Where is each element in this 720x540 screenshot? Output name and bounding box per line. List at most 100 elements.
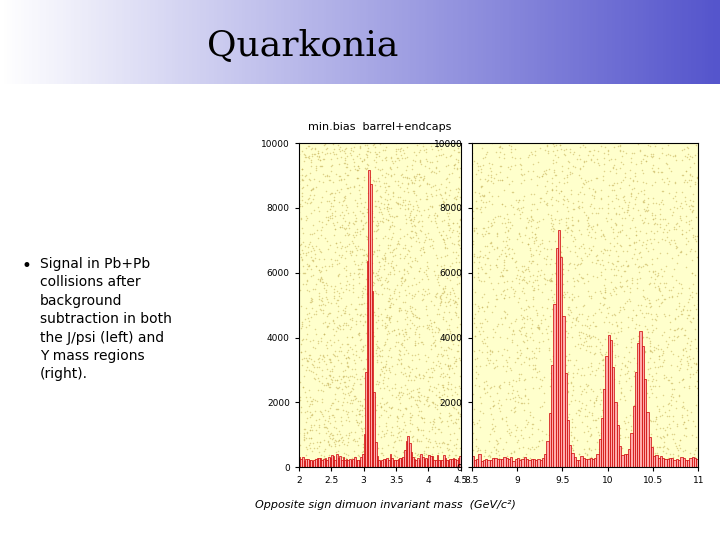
Point <box>491 439 503 448</box>
Point <box>539 373 550 382</box>
Point <box>349 139 361 147</box>
Point <box>567 274 579 282</box>
Point <box>546 276 557 285</box>
Point <box>305 456 316 465</box>
Point <box>677 374 688 383</box>
Point <box>300 323 312 332</box>
Point <box>449 161 460 170</box>
Point <box>343 389 354 398</box>
Point <box>347 274 359 283</box>
Point <box>487 424 498 433</box>
Point <box>300 143 311 152</box>
Point <box>496 414 508 423</box>
Point <box>359 424 370 433</box>
Point <box>678 418 690 427</box>
Point <box>333 383 345 391</box>
Point <box>502 214 513 223</box>
Point <box>423 324 434 333</box>
Point <box>436 395 447 404</box>
Point <box>513 435 524 444</box>
Point <box>372 221 383 230</box>
Point <box>561 178 572 187</box>
Point <box>372 220 383 229</box>
Point <box>692 310 703 319</box>
Point <box>629 172 641 180</box>
Point <box>325 176 336 184</box>
Point <box>345 251 356 259</box>
Point <box>646 211 657 219</box>
Point <box>297 183 308 191</box>
Point <box>408 393 419 401</box>
Point <box>407 309 418 318</box>
Point <box>333 397 344 406</box>
Point <box>534 194 546 202</box>
Point <box>482 177 493 185</box>
Point <box>572 461 584 470</box>
Point <box>579 445 590 454</box>
Point <box>300 170 312 179</box>
Point <box>320 145 331 153</box>
Point <box>593 448 605 456</box>
Point <box>541 450 553 459</box>
Point <box>517 337 528 346</box>
Point <box>607 455 618 463</box>
Bar <box>483 460 485 467</box>
Point <box>299 151 310 160</box>
Point <box>544 312 556 320</box>
Point <box>582 219 594 227</box>
Point <box>377 254 389 263</box>
Point <box>329 282 341 291</box>
Bar <box>505 458 508 467</box>
Point <box>547 156 559 164</box>
Point <box>399 349 410 358</box>
Point <box>400 346 411 355</box>
Point <box>519 392 531 401</box>
Point <box>490 261 501 269</box>
Point <box>557 457 569 465</box>
Point <box>597 301 608 310</box>
Bar <box>386 458 388 467</box>
Point <box>654 205 666 213</box>
Point <box>626 450 638 459</box>
Point <box>452 341 464 349</box>
Point <box>343 309 354 318</box>
Point <box>443 325 454 333</box>
Point <box>595 388 607 396</box>
Point <box>515 348 526 357</box>
Point <box>653 302 665 310</box>
Point <box>582 437 593 445</box>
Point <box>557 316 568 325</box>
Point <box>336 347 347 355</box>
Point <box>442 384 454 393</box>
Point <box>388 438 400 447</box>
Point <box>616 157 627 166</box>
Point <box>315 273 327 282</box>
Point <box>572 155 583 164</box>
Point <box>382 190 394 198</box>
Point <box>364 314 375 323</box>
Point <box>316 409 328 418</box>
Point <box>615 282 626 291</box>
Point <box>495 162 507 171</box>
Bar <box>492 458 495 467</box>
Point <box>487 397 499 406</box>
Point <box>629 260 641 268</box>
Point <box>379 194 391 203</box>
Point <box>575 188 586 197</box>
Point <box>451 248 462 256</box>
Point <box>315 226 327 234</box>
Point <box>642 327 654 336</box>
Point <box>672 450 684 459</box>
Point <box>364 349 376 358</box>
Point <box>595 141 606 150</box>
Point <box>338 224 350 232</box>
Point <box>308 443 320 452</box>
Point <box>434 462 446 470</box>
Point <box>330 375 342 384</box>
Point <box>374 413 385 421</box>
Point <box>399 343 410 352</box>
Point <box>444 301 456 309</box>
Point <box>589 370 600 379</box>
Point <box>523 354 534 363</box>
Point <box>580 401 592 409</box>
